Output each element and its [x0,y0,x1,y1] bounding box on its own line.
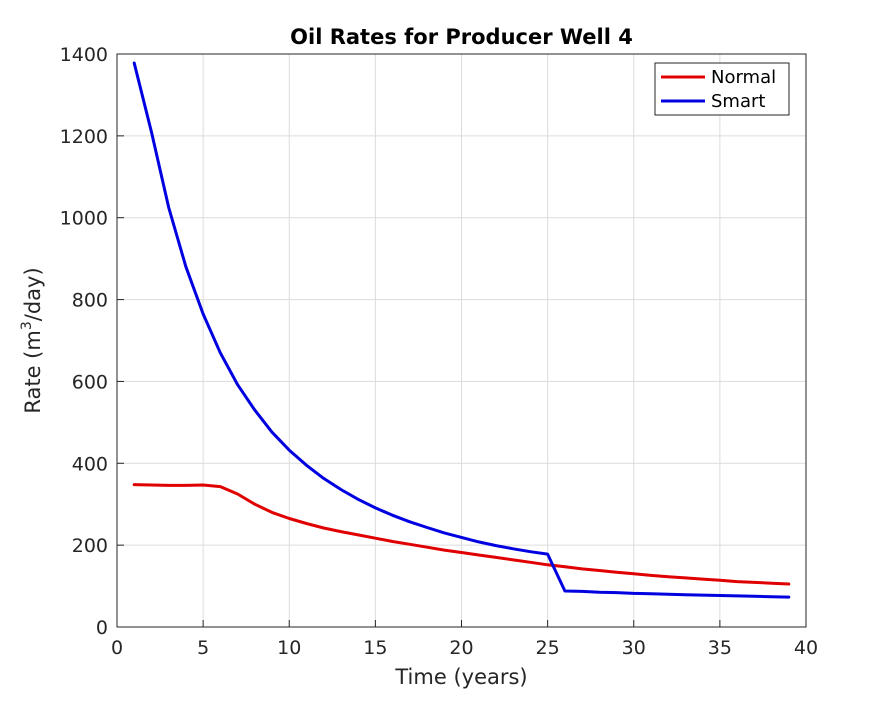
y-axis-label-superscript: 3 [19,321,35,330]
legend: Normal Smart [654,62,790,116]
y-axis-label: Rate (m3/day) [19,267,45,413]
y-tick-label: 400 [72,453,108,475]
y-tick-label: 600 [72,371,108,393]
x-tick-label: 5 [197,637,209,659]
legend-label-normal: Normal [711,67,776,88]
y-tick-label: 1400 [60,44,108,66]
y-tick-label: 1000 [60,208,108,230]
y-axis-label-suffix: /day) [21,267,45,321]
y-tick-label: 800 [72,290,108,312]
y-tick-label: 0 [96,617,108,639]
tick-labels: 0 5 10 15 20 25 30 35 40020040060080010001200140… [60,44,818,659]
chart-title: Oil Rates for Producer Well 4 [290,25,633,49]
legend-box [654,62,790,116]
y-tick-label: 1200 [60,126,108,148]
x-tick-label: 15 [363,637,387,659]
series-line-normal [132,483,791,586]
y-tick-label: 200 [72,535,108,557]
x-tick-label: 30 [622,637,646,659]
y-axis-label-prefix: Rate (m [21,330,45,413]
x-tick-label: 35 [708,637,732,659]
axis-ticks [116,53,807,628]
x-tick-label: 10 [277,637,301,659]
x-axis-label: Time (years) [394,665,527,689]
series-line-smart [132,61,791,599]
x-tick-label: 40 [794,637,818,659]
x-tick-label: 25 [536,637,560,659]
x-tick-label: 20 [449,637,473,659]
legend-label-smart: Smart [711,91,765,112]
x-tick-label: 0 [111,637,123,659]
series-layer [132,61,791,599]
